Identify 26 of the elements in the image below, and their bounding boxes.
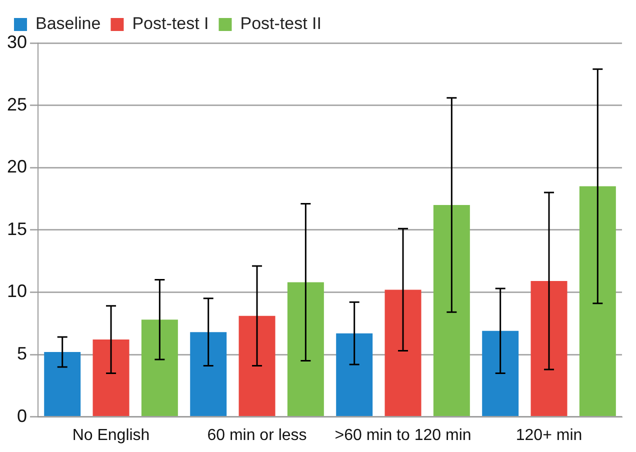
bar: [141, 320, 178, 416]
x-tick-label: No English: [72, 426, 150, 444]
y-tick-label: 25: [6, 94, 28, 114]
bar: [92, 340, 130, 416]
bar: [579, 186, 616, 416]
y-tick-label: 30: [6, 32, 28, 52]
bar: [336, 333, 373, 416]
bar: [482, 330, 519, 416]
y-tick-label: 0: [17, 406, 28, 426]
y-tick-label: 15: [6, 218, 28, 239]
bar: [238, 316, 276, 416]
x-tick-label: 120+ min: [516, 426, 582, 444]
legend-label: Post-test II: [240, 14, 322, 34]
x-tick-label: 60 min or less: [207, 426, 307, 444]
legend-label: Post-test I: [132, 14, 209, 34]
bar: [287, 282, 324, 416]
bar: [384, 290, 422, 416]
bar: [190, 332, 227, 416]
bar: [530, 280, 568, 416]
y-tick-label: 10: [6, 281, 28, 302]
x-tick-label: >60 min to 120 min: [334, 426, 472, 444]
bar: [433, 204, 470, 416]
y-tick-label: 20: [6, 156, 28, 177]
legend-label: Baseline: [36, 14, 101, 34]
y-tick-label: 5: [17, 343, 28, 364]
bar: [44, 352, 81, 416]
